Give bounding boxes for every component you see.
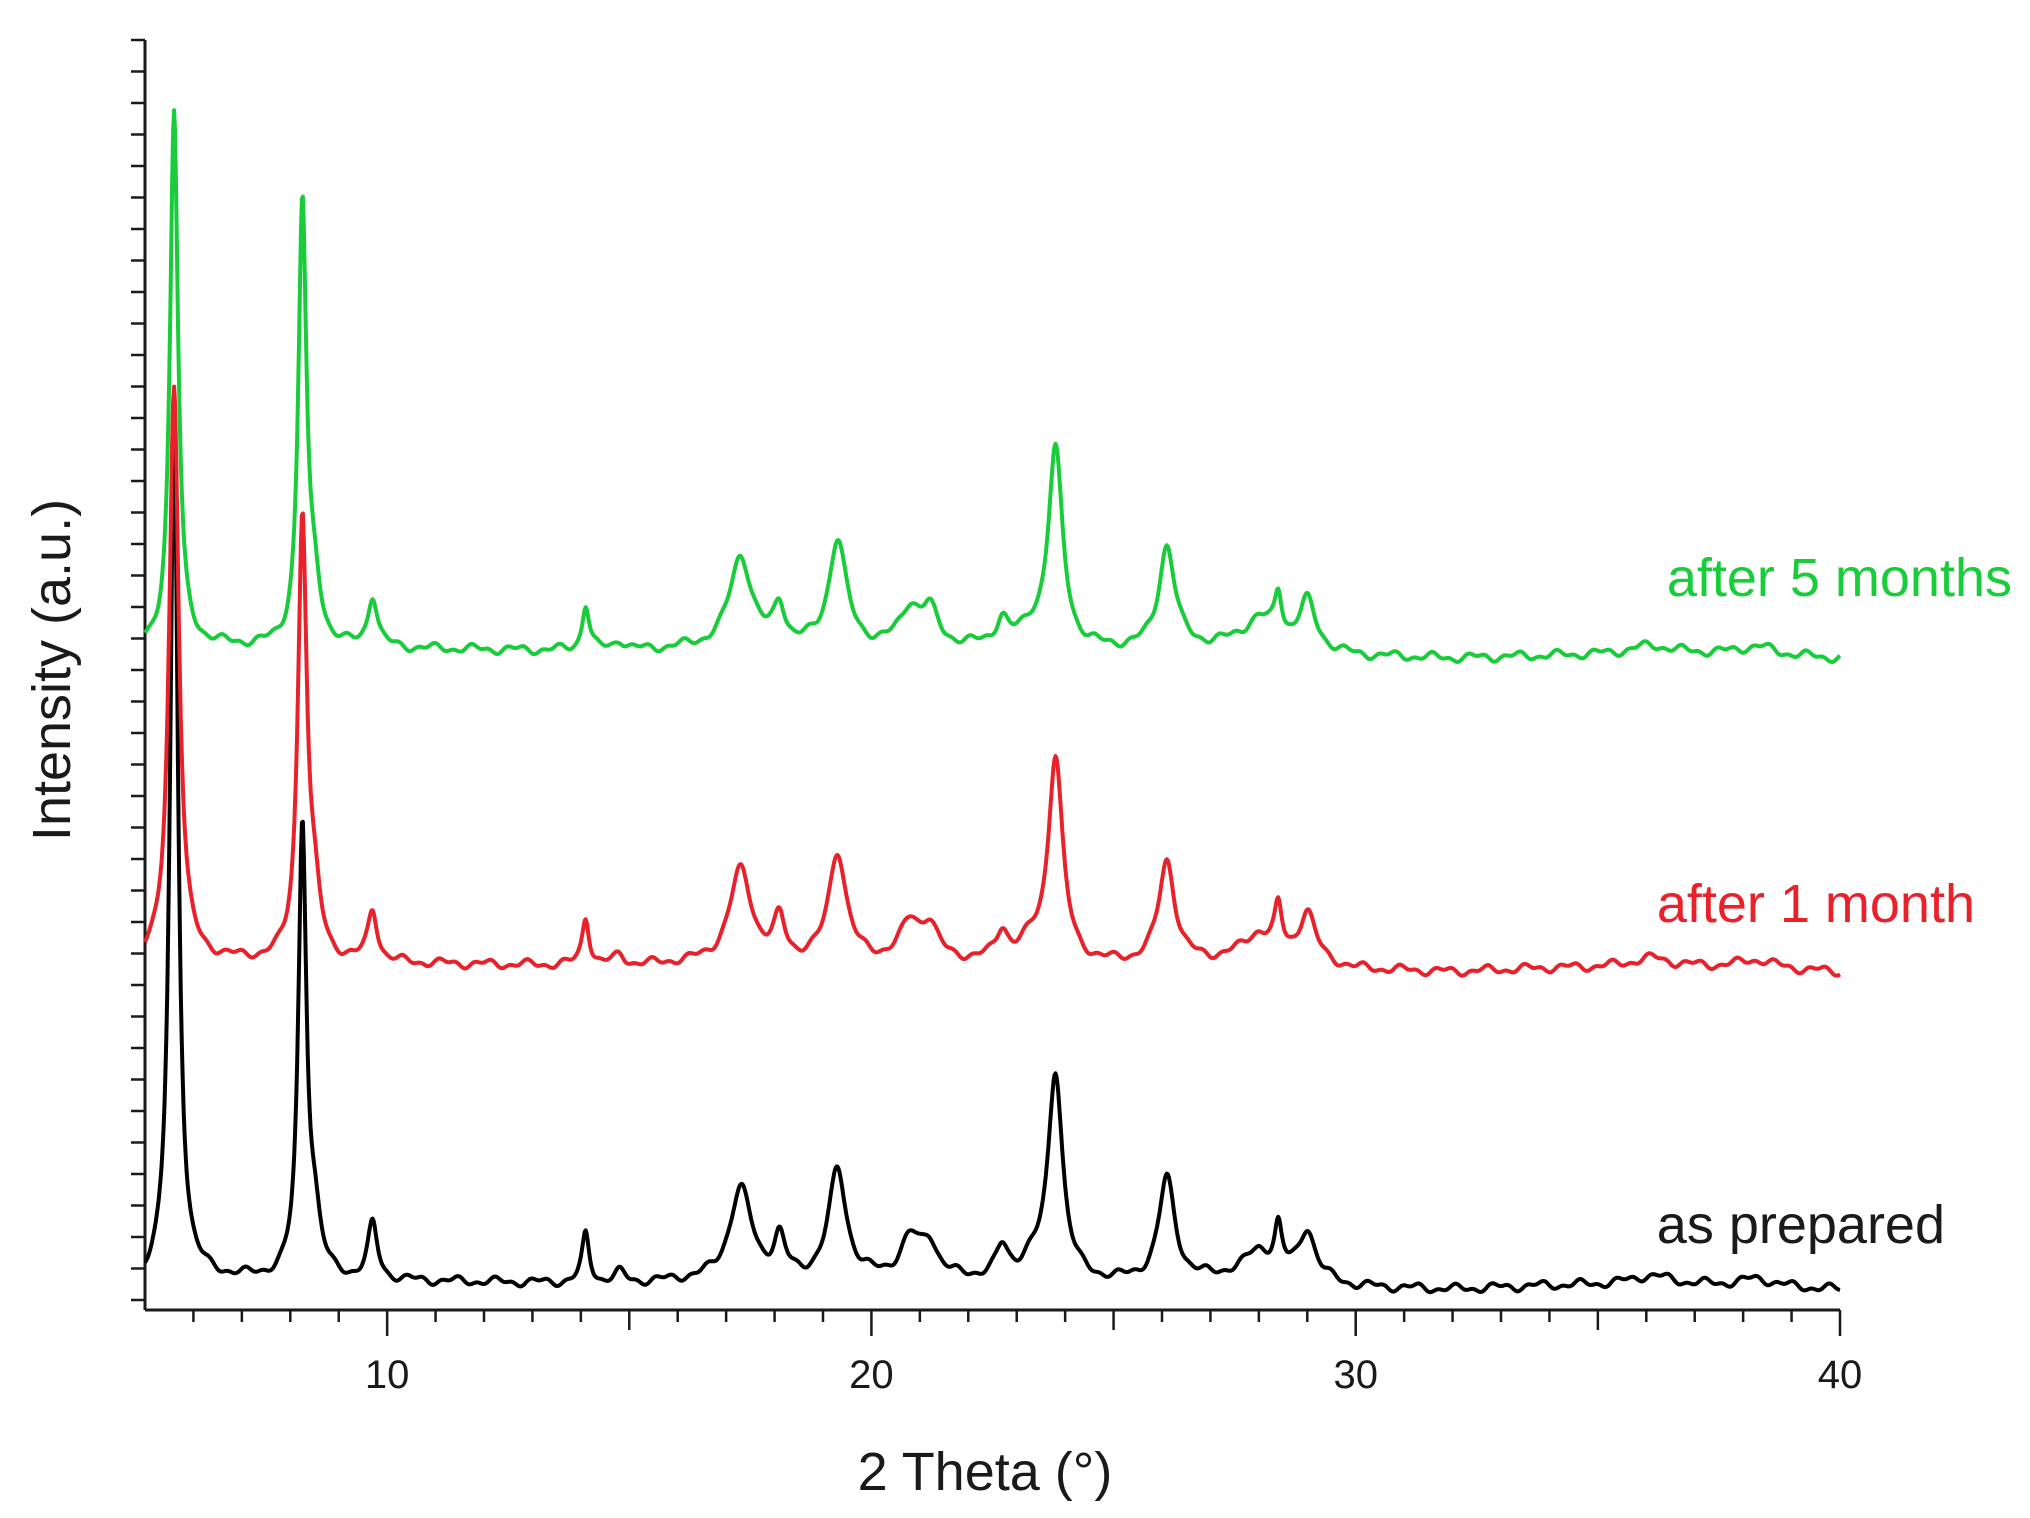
series-line-after-5-months — [143, 108, 1842, 664]
series-label-after-1-month: after 1 month — [1657, 874, 1975, 934]
series-line-after-1-month — [143, 384, 1842, 978]
series-label-as-prepared: as prepared — [1657, 1195, 1945, 1255]
x-tick-label: 40 — [1818, 1353, 1863, 1397]
x-axis-title: 2 Theta (°) — [858, 1442, 1113, 1502]
series-group — [143, 108, 1842, 1295]
x-tick-label: 30 — [1333, 1353, 1378, 1397]
x-tick-label: 10 — [365, 1353, 410, 1397]
x-tick-label: 20 — [849, 1353, 894, 1397]
y-axis-minor-ticks — [131, 38, 145, 1302]
series-label-after-5-months: after 5 months — [1667, 548, 2012, 608]
x-axis-ticks: 10 20 30 40 — [192, 1310, 1863, 1397]
series-line-as-prepared — [143, 421, 1841, 1295]
y-axis-title: Intensity (a.u.) — [22, 499, 82, 841]
